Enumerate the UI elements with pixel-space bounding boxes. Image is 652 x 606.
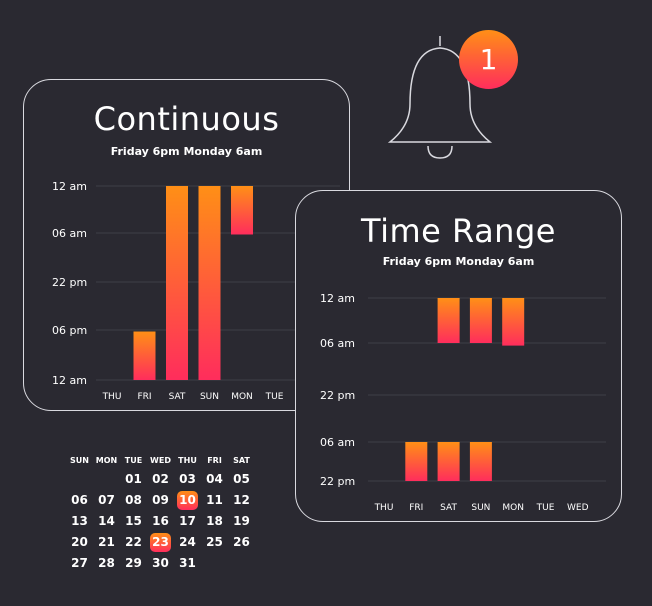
bar-sat-lower: [437, 442, 460, 481]
continuous-chart: 12 am 06 am 22 pm 06 pm 12 am THU FRI SAT SUN MON…: [52, 180, 340, 402]
x-tick-label: SAT: [169, 392, 186, 402]
calendar-empty: [93, 470, 120, 489]
calendar-day[interactable]: 10: [177, 491, 198, 510]
calendar-day[interactable]: 21: [98, 535, 115, 549]
bar-mon: [231, 186, 253, 235]
time-range-chart: 12 am 06 am 22 pm 06 am 22 pm THU FRI SAT SUN MON…: [320, 292, 606, 513]
bar-sat-upper: [437, 298, 460, 343]
calendar-day[interactable]: 16: [152, 514, 169, 528]
bar-sun-upper: [469, 298, 492, 343]
calendar-day[interactable]: 19: [233, 514, 250, 528]
bar-sun-lower: [469, 442, 492, 481]
calendar-weekday: TUE: [124, 456, 143, 465]
calendar-day[interactable]: 23: [150, 533, 171, 552]
card-subtitle: Friday 6pm Monday 6am: [382, 255, 535, 268]
y-tick-label: 12 am: [52, 180, 87, 193]
calendar-weekday: MON: [95, 456, 118, 465]
calendar-day[interactable]: 17: [179, 514, 196, 528]
notification-badge[interactable]: 1: [459, 30, 518, 89]
calendar-day[interactable]: 15: [125, 514, 142, 528]
y-tick-label: 22 pm: [52, 276, 87, 289]
card-title: Continuous: [93, 100, 280, 138]
calendar-day[interactable]: 27: [71, 556, 88, 570]
bar-fri-lower: [405, 442, 428, 481]
calendar-day[interactable]: 03: [179, 472, 196, 486]
y-tick-label: 06 am: [320, 436, 355, 449]
x-tick-label: WED: [567, 503, 589, 513]
calendar-weekday: WED: [150, 456, 171, 465]
badge-count: 1: [479, 43, 498, 76]
calendar-day[interactable]: 12: [233, 493, 250, 507]
calendar-day[interactable]: 30: [152, 556, 169, 570]
calendar-weekday: THU: [178, 456, 197, 465]
calendar-empty: [66, 470, 93, 489]
calendar-day[interactable]: 01: [125, 472, 142, 486]
calendar-day[interactable]: 29: [125, 556, 142, 570]
x-tick-label: FRI: [409, 503, 423, 513]
x-tick-label: SAT: [440, 503, 457, 513]
calendar-day[interactable]: 08: [125, 493, 142, 507]
card-subtitle: Friday 6pm Monday 6am: [110, 145, 263, 158]
calendar-day[interactable]: 05: [233, 472, 250, 486]
bar-fri: [133, 331, 156, 380]
y-tick-label: 22 pm: [320, 389, 355, 402]
bell-icon[interactable]: [388, 34, 496, 164]
x-tick-label: MON: [502, 503, 524, 513]
calendar-weekday: FRI: [207, 456, 222, 465]
calendar-weekday: SUN: [70, 456, 89, 465]
bar-sat: [166, 186, 188, 380]
bar-mon-upper: [502, 298, 525, 346]
calendar-day[interactable]: 09: [152, 493, 169, 507]
x-tick-label: TUE: [536, 503, 555, 513]
x-tick-label: SUN: [200, 392, 219, 402]
calendar-day[interactable]: 24: [179, 535, 196, 549]
calendar-day[interactable]: 22: [125, 535, 142, 549]
y-tick-label: 12 am: [52, 374, 87, 387]
calendar-empty: [201, 554, 228, 573]
x-tick-label: THU: [102, 392, 122, 402]
y-tick-label: 22 pm: [320, 475, 355, 488]
calendar-day[interactable]: 14: [98, 514, 115, 528]
calendar-day[interactable]: 20: [71, 535, 88, 549]
y-tick-label: 06 am: [52, 227, 87, 240]
calendar-day[interactable]: 11: [206, 493, 223, 507]
time-range-card: Time Range Friday 6pm Monday 6am 12 am 06…: [295, 190, 622, 522]
calendar: SUN MON TUE WED THU FRI SAT 01 02 03 04 05 06 07 08 09 1…: [66, 454, 256, 573]
x-tick-label: THU: [374, 503, 394, 513]
y-tick-label: 06 pm: [52, 324, 87, 337]
x-tick-label: MON: [231, 392, 253, 402]
calendar-day[interactable]: 02: [152, 472, 169, 486]
calendar-day[interactable]: 28: [98, 556, 115, 570]
calendar-day[interactable]: 13: [71, 514, 88, 528]
y-tick-label: 06 am: [320, 337, 355, 350]
calendar-day[interactable]: 06: [71, 493, 88, 507]
calendar-day[interactable]: 31: [179, 556, 196, 570]
calendar-day[interactable]: 26: [233, 535, 250, 549]
x-tick-label: FRI: [137, 392, 151, 402]
bar-sun: [198, 186, 221, 380]
calendar-day[interactable]: 07: [98, 493, 115, 507]
calendar-weekday: SAT: [233, 456, 250, 465]
calendar-empty: [228, 554, 255, 573]
calendar-day[interactable]: 18: [206, 514, 223, 528]
calendar-day[interactable]: 04: [206, 472, 223, 486]
x-tick-label: TUE: [265, 392, 284, 402]
y-tick-label: 12 am: [320, 292, 355, 305]
card-title: Time Range: [361, 212, 556, 250]
x-tick-label: SUN: [471, 503, 490, 513]
calendar-day[interactable]: 25: [206, 535, 223, 549]
